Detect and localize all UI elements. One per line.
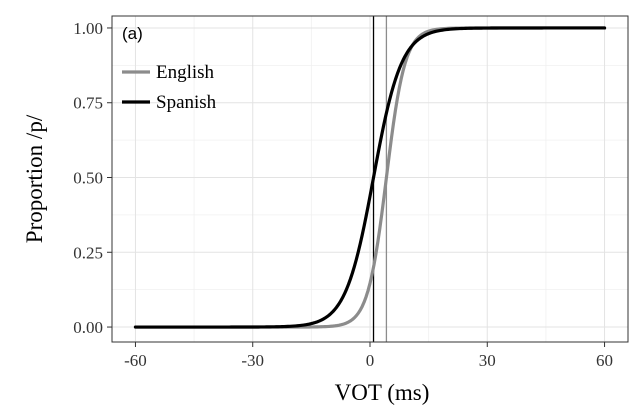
y-axis-title: Proportion /p/ xyxy=(22,114,47,243)
y-tick-label: 1.00 xyxy=(73,19,103,38)
legend-label-spanish: Spanish xyxy=(156,92,217,113)
y-tick-label: 0.25 xyxy=(73,243,103,262)
x-tick-label: -60 xyxy=(124,351,147,370)
x-axis-ticks: -60 -30 0 30 60 xyxy=(124,342,613,370)
series-line-spanish xyxy=(133,26,607,329)
x-tick-label: -30 xyxy=(241,351,264,370)
legend: English Spanish xyxy=(122,62,217,113)
category-boundary-lines xyxy=(372,16,388,342)
data-series xyxy=(133,26,607,329)
x-tick-label: 0 xyxy=(366,351,375,370)
x-axis-title: VOT (ms) xyxy=(335,380,430,405)
y-tick-label: 0.75 xyxy=(73,94,103,113)
x-tick-label: 30 xyxy=(479,351,496,370)
panel-label: (a) xyxy=(122,24,143,43)
y-tick-label: 0.00 xyxy=(73,318,103,337)
y-tick-label: 0.50 xyxy=(73,169,103,188)
x-tick-label: 60 xyxy=(596,351,613,370)
y-axis-ticks: 0.00 0.25 0.50 0.75 1.00 xyxy=(73,19,112,337)
legend-label-english: English xyxy=(156,62,215,83)
